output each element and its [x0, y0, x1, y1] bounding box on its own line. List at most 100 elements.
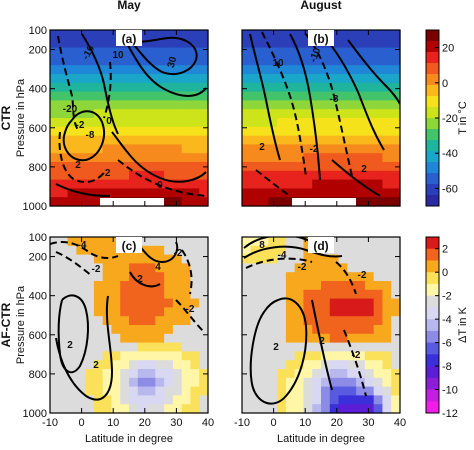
contour-label: -2: [92, 264, 101, 275]
heatmap-cell: [93, 197, 104, 207]
heatmap-cell: [102, 74, 113, 84]
heatmap-cell: [120, 351, 130, 361]
panel-c-heatmap: [50, 237, 209, 414]
heatmap-cell: [329, 118, 340, 128]
heatmap-cell: [364, 197, 375, 207]
heatmap-cell: [129, 404, 139, 414]
heatmap-cell: [364, 272, 375, 282]
heatmap-cell: [294, 272, 305, 282]
heatmap-cell: [85, 237, 95, 247]
heatmap-cell: [67, 254, 77, 264]
heatmap-cell: [329, 325, 340, 335]
colorbar-swatch: [426, 41, 439, 53]
heatmap-cell: [58, 377, 69, 388]
heatmap-cell: [146, 289, 156, 300]
heatmap-cell: [76, 74, 86, 84]
heatmap-cell: [67, 109, 77, 119]
heatmap-cell: [85, 377, 95, 388]
heatmap-cell: [155, 395, 165, 405]
heatmap-cell: [67, 65, 77, 75]
heatmap-cell: [329, 170, 340, 181]
heatmap-cell: [250, 74, 261, 84]
heatmap-cell: [155, 109, 165, 119]
heatmap-cell: [172, 170, 183, 181]
heatmap-cell: [164, 135, 174, 145]
heatmap-cell: [164, 38, 174, 49]
heatmap-cell: [338, 377, 348, 388]
colorbar-tick-label: 0: [442, 78, 448, 90]
heatmap-cell: [347, 263, 357, 273]
heatmap-cell: [137, 47, 148, 57]
heatmap-cell: [85, 395, 95, 405]
heatmap-cell: [199, 237, 209, 247]
heatmap-cell: [190, 126, 200, 137]
heatmap-cell: [329, 289, 340, 300]
heatmap-cell: [93, 38, 104, 49]
heatmap-cell: [347, 118, 357, 128]
heatmap-cell: [250, 162, 261, 172]
heatmap-cell: [321, 162, 331, 172]
heatmap-cell: [199, 316, 209, 326]
heatmap-cell: [321, 135, 331, 145]
heatmap-cell: [329, 126, 340, 137]
heatmap-cell: [250, 135, 261, 145]
colorbar-swatch: [426, 63, 439, 75]
heatmap-cell: [338, 263, 348, 273]
heatmap-cell: [356, 351, 366, 361]
heatmap-cell: [382, 245, 392, 256]
heatmap-cell: [58, 333, 69, 344]
heatmap-cell: [364, 74, 375, 84]
heatmap-cell: [259, 237, 269, 247]
heatmap-cell: [199, 38, 209, 49]
heatmap-cell: [373, 91, 384, 101]
heatmap-cell: [129, 377, 139, 388]
heatmap-cell: [111, 351, 121, 361]
heatmap-cell: [129, 263, 139, 273]
heatmap-cell: [102, 188, 113, 198]
heatmap-cell: [93, 118, 104, 128]
contour-label: -2: [298, 262, 307, 273]
heatmap-cell: [93, 65, 104, 75]
heatmap-cell: [111, 109, 121, 119]
heatmap-cell: [250, 82, 261, 93]
heatmap-cell: [338, 386, 348, 396]
contour-label: 10: [272, 58, 284, 69]
heatmap-cell: [356, 237, 366, 247]
contour-label: -8: [86, 130, 95, 141]
heatmap-cell: [172, 386, 183, 396]
colorbar-swatch: [426, 173, 439, 185]
heatmap-cell: [250, 342, 261, 352]
heatmap-cell: [373, 179, 384, 189]
heatmap-cell: [93, 404, 104, 414]
heatmap-cell: [120, 342, 130, 352]
heatmap-cell: [356, 245, 366, 256]
heatmap-cell: [242, 298, 252, 308]
heatmap-cell: [329, 386, 340, 396]
heatmap-cell: [391, 281, 401, 291]
heatmap-cell: [250, 188, 261, 198]
heatmap-cell: [391, 289, 401, 300]
heatmap-cell: [102, 100, 113, 110]
heatmap-cell: [181, 109, 192, 119]
heatmap-cell: [382, 404, 392, 414]
heatmap-cell: [294, 333, 305, 344]
heatmap-cell: [382, 395, 392, 405]
heatmap-cell: [347, 316, 357, 326]
heatmap-cell: [338, 153, 348, 163]
heatmap-cell: [356, 126, 366, 137]
heatmap-cell: [242, 377, 252, 388]
colorbar-swatch: [426, 52, 439, 64]
heatmap-cell: [58, 404, 69, 414]
heatmap-cell: [67, 404, 77, 414]
heatmap-cell: [259, 100, 269, 110]
heatmap-cell: [285, 170, 296, 181]
heatmap-cell: [294, 325, 305, 335]
heatmap-cell: [347, 377, 357, 388]
heatmap-cell: [338, 237, 348, 247]
heatmap-cell: [93, 153, 104, 163]
heatmap-cell: [303, 179, 313, 189]
heatmap-cell: [391, 404, 401, 414]
heatmap-cell: [303, 170, 313, 181]
heatmap-cell: [391, 351, 401, 361]
heatmap-cell: [373, 298, 384, 308]
